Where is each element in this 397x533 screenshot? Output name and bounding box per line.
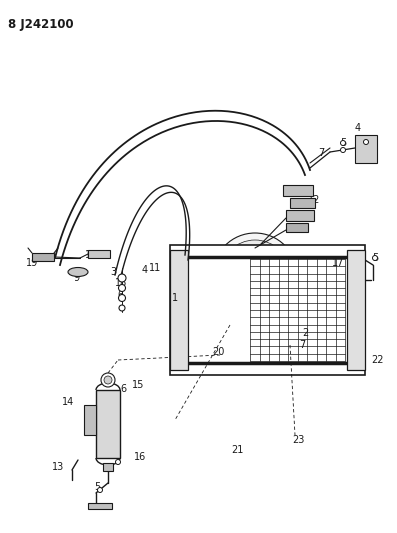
- Bar: [290, 198, 315, 208]
- Bar: [96, 390, 120, 458]
- Bar: [32, 253, 54, 261]
- Circle shape: [364, 140, 368, 144]
- Circle shape: [118, 285, 125, 292]
- Bar: [84, 405, 96, 435]
- Circle shape: [104, 376, 112, 384]
- Text: 18: 18: [115, 278, 127, 288]
- Circle shape: [213, 233, 297, 317]
- Text: 12: 12: [308, 195, 320, 205]
- Text: 5: 5: [94, 482, 100, 492]
- Bar: [170, 245, 365, 375]
- Text: 20: 20: [212, 347, 224, 357]
- Circle shape: [341, 141, 345, 146]
- Circle shape: [119, 305, 125, 311]
- Text: 21: 21: [231, 445, 243, 455]
- Text: 23: 23: [292, 435, 304, 445]
- Text: 7: 7: [299, 340, 305, 350]
- Circle shape: [101, 373, 115, 387]
- Text: 9: 9: [73, 273, 79, 283]
- Text: 4: 4: [355, 123, 361, 133]
- Text: 14: 14: [62, 397, 74, 407]
- Bar: [88, 250, 110, 258]
- Bar: [170, 250, 188, 370]
- Bar: [283, 185, 313, 196]
- Text: 1: 1: [172, 293, 178, 303]
- Bar: [88, 503, 112, 509]
- Bar: [347, 250, 365, 370]
- Text: 16: 16: [134, 452, 146, 462]
- Text: 6: 6: [120, 384, 126, 394]
- Bar: [355, 135, 377, 163]
- Text: 10: 10: [85, 250, 97, 260]
- Text: 7: 7: [318, 148, 324, 158]
- Bar: [286, 223, 308, 232]
- Text: 19: 19: [26, 258, 38, 268]
- Text: 15: 15: [132, 380, 144, 390]
- Text: 22: 22: [372, 355, 384, 365]
- Circle shape: [118, 295, 125, 302]
- Circle shape: [341, 148, 345, 152]
- Bar: [286, 210, 314, 221]
- Text: 5: 5: [105, 445, 111, 455]
- Ellipse shape: [68, 268, 88, 277]
- Circle shape: [220, 240, 290, 310]
- Text: 4: 4: [142, 265, 148, 275]
- Text: 8 J242100: 8 J242100: [8, 18, 73, 31]
- Text: 3: 3: [110, 267, 116, 277]
- Text: 8: 8: [292, 185, 298, 195]
- Text: 17: 17: [332, 258, 344, 268]
- Circle shape: [118, 274, 126, 282]
- Text: 5: 5: [340, 138, 346, 148]
- Bar: [103, 463, 113, 471]
- Text: 6: 6: [117, 290, 123, 300]
- Text: 2: 2: [302, 328, 308, 338]
- Text: 5: 5: [372, 253, 378, 263]
- Circle shape: [98, 488, 102, 492]
- Circle shape: [372, 255, 378, 261]
- Text: 11: 11: [149, 263, 161, 273]
- Text: 13: 13: [52, 462, 64, 472]
- Circle shape: [116, 459, 121, 464]
